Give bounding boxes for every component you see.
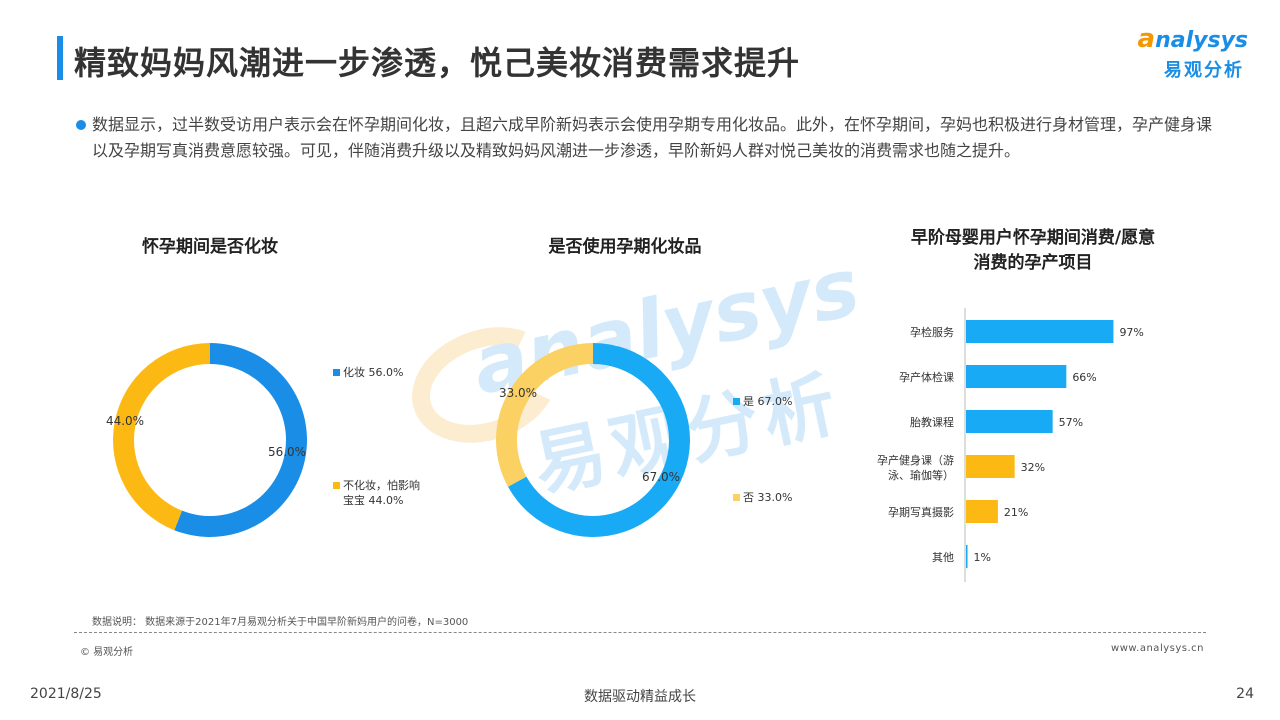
legend-swatch bbox=[333, 482, 340, 489]
bar-category-label: 孕期写真摄影 bbox=[888, 505, 954, 519]
chart3-title-line2: 消费的孕产项目 bbox=[973, 253, 1093, 273]
title-accent-bar bbox=[57, 36, 63, 80]
bar-value-label: 66% bbox=[1072, 371, 1096, 384]
legend-swatch bbox=[733, 494, 740, 501]
copyright: © 易观分析 bbox=[80, 647, 134, 658]
chart3-title-line1: 早阶母婴用户怀孕期间消费/愿意 bbox=[910, 228, 1156, 248]
chart2-legend: 是 67.0% 否 33.0% bbox=[733, 394, 792, 505]
bar-category-label: 其他 bbox=[932, 551, 954, 564]
donut-value-label: 33.0% bbox=[499, 386, 537, 400]
bar bbox=[966, 545, 968, 568]
bar-value-label: 57% bbox=[1059, 416, 1083, 429]
chart1-title: 怀孕期间是否化妆 bbox=[142, 237, 278, 257]
page-title: 精致妈妈风潮进一步渗透，悦己美妆消费需求提升 bbox=[74, 44, 801, 82]
bullet-icon bbox=[76, 120, 86, 130]
bar-category-label: 孕产健身课（游 bbox=[877, 453, 954, 467]
donut-chart-makeup: 56.0% 44.0% bbox=[106, 343, 307, 537]
bar-category-label: 孕检服务 bbox=[910, 325, 954, 339]
footer-slogan: 数据驱动精益成长 bbox=[584, 689, 696, 705]
bar bbox=[966, 455, 1015, 478]
legend-item-no: 否 33.0% bbox=[733, 490, 792, 505]
bar bbox=[966, 320, 1114, 343]
bar-value-label: 1% bbox=[974, 551, 991, 564]
legend-item-no-makeup-line2: 宝宝 44.0% bbox=[343, 494, 404, 507]
legend-swatch bbox=[733, 398, 740, 405]
donut-value-label: 44.0% bbox=[106, 414, 144, 428]
donut-slice bbox=[112, 343, 210, 531]
footer-divider bbox=[74, 632, 1206, 633]
donut-value-label: 56.0% bbox=[268, 445, 306, 459]
donut-chart-maternity-cosmetics: 67.0% 33.0% bbox=[496, 343, 690, 537]
website-link[interactable]: www.analysys.cn bbox=[1111, 643, 1204, 654]
legend-item-makeup: 化妆 56.0% bbox=[333, 365, 420, 380]
bar-category-label: 孕产体检课 bbox=[899, 370, 954, 384]
bar-chart-maternity-items: 97% 孕检服务 66% 孕产体检课 57% 胎教课程 32% 孕产健身课（游泳、瑜伽等） 21… bbox=[877, 308, 1144, 582]
bar bbox=[966, 365, 1067, 388]
footer-date: 2021/8/25 bbox=[30, 686, 102, 702]
analysys-logo: analysys 易观分析 bbox=[1118, 24, 1248, 84]
donut-slice bbox=[496, 343, 593, 487]
bar-category-label: 胎教课程 bbox=[910, 415, 954, 429]
bar-category-label: 泳、瑜伽等） bbox=[888, 468, 954, 482]
legend-swatch bbox=[333, 369, 340, 376]
logo-chinese: 易观分析 bbox=[1164, 60, 1244, 81]
chart2-title: 是否使用孕期化妆品 bbox=[548, 237, 702, 257]
bar-value-label: 21% bbox=[1004, 506, 1028, 519]
page-number: 24 bbox=[1236, 686, 1254, 702]
donut-value-label: 67.0% bbox=[642, 470, 680, 484]
data-note: 数据说明： 数据来源于2021年7月易观分析关于中国早阶新妈用户的问卷，N=30… bbox=[92, 617, 469, 628]
bar-value-label: 97% bbox=[1119, 326, 1143, 339]
donut-slice bbox=[174, 343, 307, 537]
legend-item-yes: 是 67.0% bbox=[733, 394, 792, 409]
chart3-title: 早阶母婴用户怀孕期间消费/愿意 消费的孕产项目 bbox=[860, 226, 1206, 276]
bar bbox=[966, 410, 1053, 433]
bar bbox=[966, 500, 998, 523]
legend-item-no-makeup: 不化妆，怕影响 bbox=[333, 478, 420, 493]
logo-wordmark: analysys bbox=[1137, 24, 1248, 54]
chart1-legend: 化妆 56.0% 不化妆，怕影响 宝宝 44.0% bbox=[333, 365, 420, 508]
description-text: 数据显示，过半数受访用户表示会在怀孕期间化妆，且超六成早阶新妈表示会使用孕期专用… bbox=[92, 115, 1213, 160]
bar-value-label: 32% bbox=[1021, 461, 1045, 474]
